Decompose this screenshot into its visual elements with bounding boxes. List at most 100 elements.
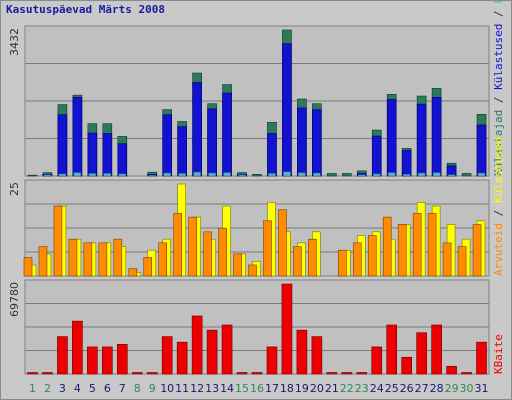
bar-kulastused-11 (177, 126, 187, 177)
x-tick-5: 5 (89, 382, 96, 395)
x-tick-29: 29 (445, 382, 459, 395)
x-tick-30: 30 (460, 382, 474, 395)
bar-kbaite-27 (416, 332, 427, 375)
legend-entry-külastused: Külastused (492, 24, 505, 90)
bar-arvuteid-12 (188, 216, 197, 277)
bar-poordumisi-30 (461, 173, 472, 177)
bar-kulastused-10 (162, 114, 172, 177)
x-tick-12: 12 (190, 382, 204, 395)
bar-arvuteid-22 (338, 249, 347, 277)
x-tick-24: 24 (370, 382, 384, 395)
bar-poordumisi-1 (27, 174, 38, 177)
legend-pages-middle: Arvuteid / Külastused (492, 137, 505, 276)
bar-kbaite-10 (161, 336, 173, 375)
x-tick-8: 8 (134, 382, 141, 395)
bar-faile-15 (238, 174, 246, 177)
bar-arvuteid-11 (173, 213, 182, 277)
x-tick-13: 13 (205, 382, 219, 395)
bar-kulastused-3 (57, 114, 68, 177)
bar-arvuteid-18 (278, 209, 287, 277)
bar-arvuteid-31 (472, 224, 482, 277)
bar-faile-27 (417, 172, 426, 177)
bar-poordumisi-22 (342, 173, 352, 177)
bar-faile-29 (447, 174, 456, 177)
bar-faile-19 (298, 172, 306, 177)
bar-kbaite-5 (87, 346, 98, 375)
ymax-label-traffic-top: 3432 (8, 28, 21, 56)
bar-kulastused-31 (476, 124, 487, 177)
legend-entry-arvuteid: Arvuteid (492, 223, 505, 276)
bar-faile-31 (477, 172, 486, 177)
bar-faile-3 (58, 173, 67, 177)
bar-faile-7 (118, 173, 127, 177)
x-tick-22: 22 (340, 382, 354, 395)
legend-separator: / (492, 4, 505, 24)
bar-faile-9 (148, 174, 156, 177)
x-tick-16: 16 (250, 382, 264, 395)
bar-kulastused-4 (72, 96, 83, 177)
bar-kulastused-29 (446, 165, 457, 177)
legend-bandwidth-bottom: KBaite (492, 334, 505, 374)
bar-faile-20 (313, 172, 321, 177)
bar-arvuteid-17 (263, 220, 272, 277)
x-tick-17: 17 (265, 382, 279, 395)
bar-kbaite-30 (461, 372, 472, 375)
bar-kulastused-5 (87, 132, 98, 177)
bar-faile-25 (387, 172, 396, 177)
bar-arvuteid-14 (218, 227, 227, 277)
bar-kulastused-24 (371, 135, 382, 177)
bar-kulastused-27 (416, 103, 427, 177)
bar-arvuteid-16 (248, 264, 257, 277)
legend-entry-faile: Faile (492, 0, 505, 4)
bar-kulastused-14 (222, 92, 232, 177)
bar-kbaite-1 (27, 372, 38, 375)
x-tick-18: 18 (280, 382, 294, 395)
bar-kbaite-19 (296, 329, 308, 375)
bar-kulastused-25 (386, 99, 397, 177)
bar-faile-17 (268, 173, 276, 177)
bar-arvuteid-13 (203, 231, 212, 277)
bar-arvuteid-20 (308, 238, 317, 277)
bar-kbaite-2 (42, 372, 53, 375)
bar-kbaite-16 (251, 372, 263, 375)
bar-kbaite-14 (221, 324, 233, 375)
bar-arvuteid-29 (442, 242, 452, 277)
bar-faile-24 (372, 173, 381, 177)
bar-kbaite-18 (281, 283, 293, 375)
bar-kbaite-13 (206, 329, 218, 375)
x-tick-14: 14 (220, 382, 234, 395)
x-tick-27: 27 (415, 382, 429, 395)
bar-kbaite-9 (146, 372, 158, 375)
bar-arvuteid-10 (158, 242, 168, 277)
bar-poordumisi-21 (327, 173, 337, 177)
bar-kbaite-25 (386, 324, 398, 375)
bar-faile-26 (402, 174, 411, 177)
bar-kbaite-21 (326, 372, 338, 375)
bar-kbaite-20 (311, 336, 323, 375)
bar-faile-13 (208, 172, 216, 177)
bar-kulastused-18 (282, 43, 292, 177)
bar-arvuteid-28 (427, 213, 437, 277)
bar-arvuteid-15 (233, 253, 242, 277)
bar-kulastused-20 (312, 109, 322, 177)
bar-kbaite-31 (476, 341, 487, 375)
bar-faile-18 (283, 171, 291, 177)
bar-arvuteid-9 (143, 257, 153, 277)
bar-arvuteid-26 (397, 224, 407, 277)
bar-arvuteid-19 (293, 246, 302, 277)
bar-kulastused-19 (297, 107, 307, 177)
bar-poordumisi-16 (252, 173, 262, 177)
bar-kulastused-7 (117, 143, 128, 177)
bar-arvuteid-25 (382, 216, 392, 277)
bar-kbaite-15 (236, 372, 248, 375)
bar-kbaite-26 (401, 356, 412, 375)
legend-separator: / (492, 90, 505, 110)
bar-arvuteid-7 (113, 238, 123, 277)
bar-kulastused-26 (401, 150, 412, 177)
x-tick-11: 11 (175, 382, 189, 395)
bar-arvuteid-5 (83, 242, 93, 277)
bar-arvuteid-4 (68, 238, 78, 277)
bar-faile-4 (73, 172, 82, 177)
bar-kbaite-7 (116, 344, 128, 375)
